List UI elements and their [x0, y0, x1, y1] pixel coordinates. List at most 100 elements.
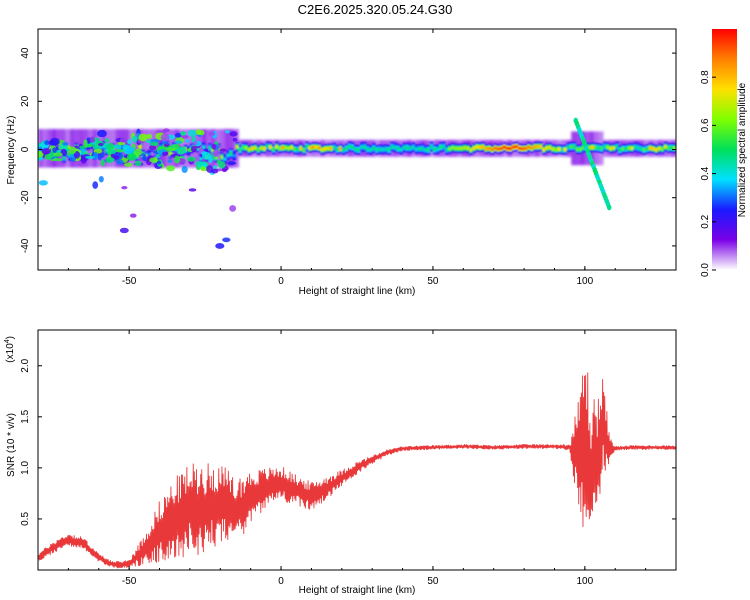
spectrogram-band-cell: [603, 145, 607, 149]
spectrogram-blob: [181, 135, 189, 139]
spectrogram-blob: [229, 131, 238, 137]
snr-x-tick-label: 100: [577, 576, 594, 587]
spectrogram-band-cell: [235, 145, 240, 149]
spectrogram-band-cell: [202, 145, 206, 149]
spectrogram-blob: [96, 129, 107, 138]
spectrogram-band-cell: [496, 147, 501, 151]
spectrogram-halo-cell: [83, 129, 89, 168]
spectrogram-y-tick-label: 20: [20, 95, 31, 107]
spectrogram-blob: [206, 165, 214, 173]
svg-text:(x104): (x104): [4, 336, 16, 363]
spectrogram-blob: [126, 146, 135, 154]
spectrogram-band-cell: [399, 148, 404, 152]
spectrogram-band-cell: [615, 145, 619, 149]
spectrogram-band-cell: [530, 146, 534, 150]
spectrogram-blob: [222, 237, 231, 243]
spectrogram-branch-blob: [606, 204, 612, 211]
spectrogram-band-cell: [560, 148, 565, 152]
spectrogram-band-cell: [600, 147, 604, 150]
spectrogram-blob: [219, 148, 227, 152]
spectrogram-band-cell: [375, 148, 379, 152]
spectrogram-band-cell: [296, 148, 300, 151]
spectrogram-band-cell: [548, 146, 552, 149]
colorbar-label: Normalized spectral amplitude: [737, 82, 748, 217]
spectrogram-band-cell: [633, 145, 638, 149]
spectrogram-band-cell: [420, 147, 425, 151]
snr-y-tick-label: 1.5: [20, 409, 31, 423]
spectrogram-band-cell: [630, 146, 635, 150]
spectrogram-band-cell: [411, 145, 416, 149]
spectrogram-band-cell: [651, 147, 656, 151]
spectrogram-blob: [114, 144, 122, 150]
spectrogram-blob: [208, 156, 213, 164]
snr-x-label: Height of straight line (km): [299, 585, 416, 596]
spectrogram-band-cell: [250, 147, 255, 150]
spectrogram-blob: [115, 149, 124, 153]
spectrogram-band-cell: [590, 145, 595, 149]
spectrogram-band-cell: [429, 145, 434, 149]
spectrogram-band-cell: [499, 146, 504, 150]
spectrogram-band-cell: [259, 146, 264, 150]
spectrogram-band-cell: [271, 147, 276, 151]
spectrogram-blob: [163, 143, 170, 148]
colorbar-tick-label: 0.4: [700, 166, 711, 180]
spectrogram-band-cell: [363, 145, 367, 149]
spectrogram-band-cell: [554, 148, 559, 152]
spectrogram-panel: -50 0 50 100 -40 -20 0 20 40 Height of straight…: [6, 28, 677, 297]
spectrogram-band-cell: [578, 147, 583, 151]
spectrogram-band-cell: [253, 146, 258, 150]
spectrogram-blob: [53, 152, 63, 157]
snr-y-ticks: 0.5 1.0 1.5 2.0: [20, 358, 676, 526]
spectrogram-band-cell: [305, 145, 309, 149]
spectrogram-band-cell: [278, 146, 282, 150]
spectrogram-band-cell: [50, 144, 54, 148]
spectrogram-blob: [93, 151, 99, 160]
spectrogram-band-cell: [475, 145, 480, 149]
spectrogram-band-cell: [481, 145, 486, 149]
spectrogram-band-cell: [314, 145, 319, 149]
spectrogram-blob: [142, 154, 147, 162]
spectrogram-blob: [177, 146, 187, 155]
spectrogram-blob: [218, 160, 226, 169]
spectrogram-band-cell: [256, 148, 261, 152]
spectrogram-blob: [185, 139, 190, 143]
spectrogram-blob: [174, 132, 182, 138]
spectrogram-y-tick-label: 0: [20, 146, 31, 152]
spectrogram-band-cell: [563, 148, 568, 151]
spectrogram-band-cell: [551, 147, 556, 151]
spectrogram-blob: [131, 135, 138, 143]
snr-panel: -50 0 50 100 0.5 1.0 1.5 2.0 Height of straigh…: [4, 329, 677, 596]
spectrogram-band-cell: [442, 145, 446, 149]
spectrogram-halo-cell: [229, 129, 235, 168]
spectrogram-band-cell: [457, 147, 461, 150]
spectrogram-x-label: Height of straight line (km): [299, 286, 416, 297]
spectrogram-blob: [181, 165, 188, 174]
spectrogram-band-cell: [199, 157, 203, 161]
spectrogram-band-cell: [384, 147, 388, 151]
spectrogram-band-cell: [360, 145, 364, 149]
snr-y-label: SNR (10 * v/v): [6, 413, 17, 477]
spectrogram-band-cell: [89, 142, 94, 146]
spectrogram-band-cell: [156, 153, 161, 157]
spectrogram-blob: [106, 142, 115, 151]
spectrogram-band-cell: [353, 147, 358, 151]
spectrogram-band-cell: [508, 147, 513, 151]
spectrogram-band-cell: [281, 146, 285, 150]
spectrogram-band-cell: [423, 148, 428, 152]
spectrogram-blob: [188, 188, 197, 192]
spectrogram-band-cell: [527, 145, 531, 149]
spectrogram-blob: [134, 160, 142, 167]
spectrogram-band-cell: [660, 147, 665, 151]
spectrogram-blob: [127, 139, 132, 145]
spectrogram-band-cell: [214, 156, 218, 159]
spectrogram-band-cell: [396, 147, 401, 151]
spectrogram-band-cell: [378, 147, 382, 151]
spectrogram-y-tick-label: -40: [20, 238, 31, 253]
spectrogram-band-cell: [663, 145, 668, 149]
spectrogram-band-cell: [229, 151, 233, 155]
spectrogram-band-cell: [654, 148, 659, 152]
spectrogram-blob: [149, 145, 157, 151]
spectrogram-band-cell: [290, 146, 294, 149]
spectrogram-blob: [119, 227, 129, 234]
spectrogram-band-cell: [642, 148, 647, 152]
